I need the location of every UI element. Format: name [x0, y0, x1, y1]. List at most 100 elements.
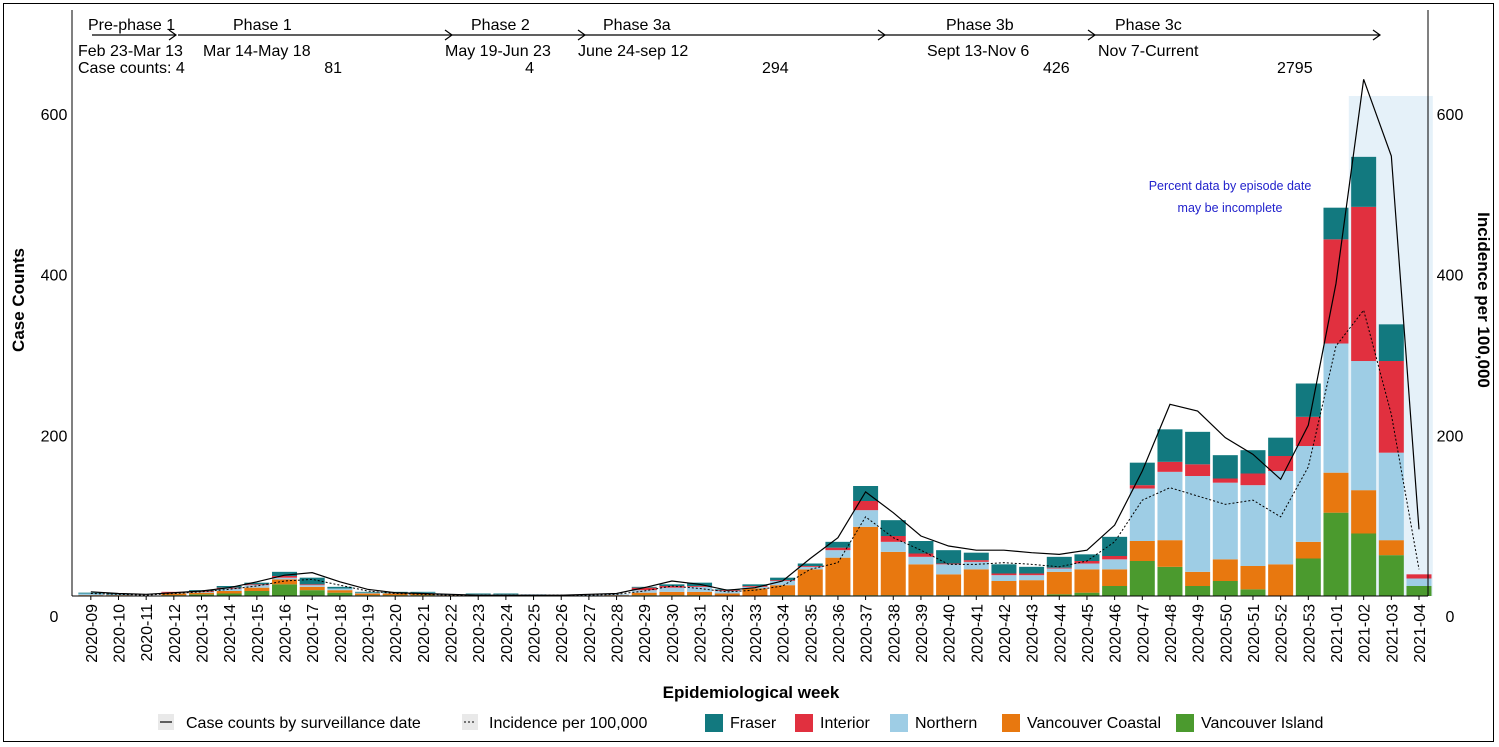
bar-vancouver-island-2020-44 [1046, 594, 1072, 596]
x-tick-label: 2021-03 [1384, 604, 1401, 663]
bar-vancouver-island-2020-45 [1074, 592, 1100, 596]
bar-vancouver-island-2021-01 [1323, 512, 1349, 596]
y2-tick-label: 0 [1446, 609, 1455, 626]
bar-northern-2021-01 [1323, 343, 1349, 473]
phase-case-count: 294 [762, 60, 789, 77]
bar-fraser-2020-46 [1102, 536, 1128, 557]
bar-northern-2020-35 [797, 566, 823, 570]
y2-tick-label: 400 [1437, 268, 1464, 285]
legend-swatch [705, 714, 723, 732]
bar-northern-2020-46 [1102, 559, 1128, 570]
bar-interior-2020-36 [825, 547, 851, 551]
bar-vancouver-island-2020-48 [1157, 566, 1183, 596]
bar-vancouver-island-2020-51 [1240, 589, 1266, 596]
x-tick-label: 2020-12 [167, 604, 184, 663]
bar-vancouver-island-2020-53 [1295, 558, 1321, 596]
y-axis-title: Case Counts [9, 248, 28, 352]
phase-name: Phase 3a [603, 17, 671, 34]
phase-name: Phase 3b [946, 17, 1014, 34]
bar-vancouver-coastal-2020-44 [1046, 571, 1072, 595]
bar-northern-2020-29 [631, 590, 657, 593]
bar-northern-2020-19 [355, 592, 381, 594]
bar-vancouver-coastal-2020-30 [659, 591, 685, 596]
bar-vancouver-coastal-2020-31 [687, 591, 713, 596]
y2-tick-label: 200 [1437, 428, 1464, 445]
bar-vancouver-coastal-2020-52 [1268, 564, 1294, 596]
x-tick-label: 2020-14 [222, 604, 239, 663]
x-tick-label: 2020-22 [444, 604, 461, 663]
y-tick-label: 400 [41, 268, 68, 285]
bar-vancouver-island-2020-14 [216, 593, 242, 596]
bar-northern-2021-02 [1351, 361, 1377, 491]
bar-northern-2020-45 [1074, 563, 1100, 570]
phase-arrowhead [168, 29, 178, 41]
x-tick-label: 2020-36 [831, 604, 848, 663]
bar-northern-2020-36 [825, 550, 851, 558]
bar-northern-2020-38 [880, 541, 906, 552]
incomplete-data-note-line2: may be incomplete [1178, 201, 1283, 215]
x-tick-label: 2020-25 [527, 604, 544, 663]
x-tick-label: 2020-30 [665, 604, 682, 663]
bar-fraser-2021-01 [1323, 207, 1349, 240]
x-tick-label: 2020-49 [1191, 604, 1208, 663]
bar-fraser-2020-34 [770, 577, 796, 581]
x-tick-label: 2020-28 [610, 604, 627, 663]
bar-fraser-2020-15 [244, 582, 270, 585]
bar-vancouver-coastal-2020-34 [770, 585, 796, 596]
bar-interior-2020-42 [991, 573, 1017, 576]
bar-fraser-2020-50 [1212, 455, 1238, 479]
phase-dates: Nov 7-Current [1098, 43, 1199, 60]
x-tick-label: 2020-53 [1301, 604, 1318, 663]
x-tick-label: 2020-23 [471, 604, 488, 663]
bar-fraser-2020-49 [1185, 431, 1211, 465]
bar-interior-2020-43 [1019, 573, 1045, 576]
x-tick-label: 2020-20 [388, 604, 405, 663]
bar-northern-2020-31 [687, 586, 713, 592]
phase-case-count: 81 [324, 60, 342, 77]
bar-vancouver-coastal-2020-14 [216, 591, 242, 594]
x-tick-label: 2020-24 [499, 604, 516, 663]
bar-vancouver-island-2020-47 [1129, 561, 1155, 596]
x-tick-label: 2020-09 [84, 604, 101, 663]
bar-fraser-2020-30 [659, 584, 685, 587]
bar-fraser-2020-43 [1019, 566, 1045, 574]
bar-vancouver-coastal-2020-20 [382, 593, 408, 596]
bar-fraser-2020-14 [216, 586, 242, 588]
y2-tick-label: 600 [1437, 107, 1464, 124]
bar-fraser-2020-33 [742, 584, 768, 587]
x-tick-label: 2020-37 [859, 604, 876, 663]
bar-vancouver-island-2020-15 [244, 591, 270, 596]
bar-interior-2020-50 [1212, 478, 1238, 483]
bar-northern-2020-39 [908, 556, 934, 565]
bar-interior-2020-41 [963, 560, 989, 562]
bar-vancouver-coastal-2020-36 [825, 557, 851, 596]
bar-vancouver-coastal-2020-32 [714, 593, 740, 596]
bar-vancouver-coastal-2020-29 [631, 592, 657, 596]
bar-vancouver-coastal-2020-13 [189, 592, 215, 595]
bar-vancouver-island-2020-50 [1212, 581, 1238, 596]
x-axis-title: Epidemiological week [663, 683, 840, 702]
x-tick-label: 2020-21 [416, 604, 433, 663]
bar-northern-2020-48 [1157, 471, 1183, 541]
x-tick-label: 2020-43 [1025, 604, 1042, 663]
x-tick-label: 2020-19 [361, 604, 378, 663]
x-tick-label: 2020-35 [803, 604, 820, 663]
bar-fraser-2020-17 [299, 577, 325, 585]
bar-vancouver-coastal-2020-33 [742, 588, 768, 596]
bar-vancouver-coastal-2020-40 [936, 574, 962, 596]
bar-northern-2020-09 [78, 593, 104, 596]
bar-northern-2020-37 [853, 510, 879, 527]
x-tick-label: 2020-40 [942, 604, 959, 663]
bar-fraser-2020-40 [936, 550, 962, 564]
bar-fraser-2021-02 [1351, 156, 1377, 207]
bar-vancouver-coastal-2020-21 [410, 593, 436, 596]
bar-vancouver-coastal-2020-17 [299, 586, 325, 591]
bar-vancouver-coastal-2020-43 [1019, 580, 1045, 596]
bar-interior-2020-16 [272, 576, 298, 578]
bar-vancouver-coastal-2020-48 [1157, 540, 1183, 567]
bar-vancouver-coastal-2021-01 [1323, 472, 1349, 513]
bar-northern-2020-51 [1240, 485, 1266, 567]
bar-interior-2020-48 [1157, 461, 1183, 472]
bar-interior-2020-15 [244, 584, 270, 586]
